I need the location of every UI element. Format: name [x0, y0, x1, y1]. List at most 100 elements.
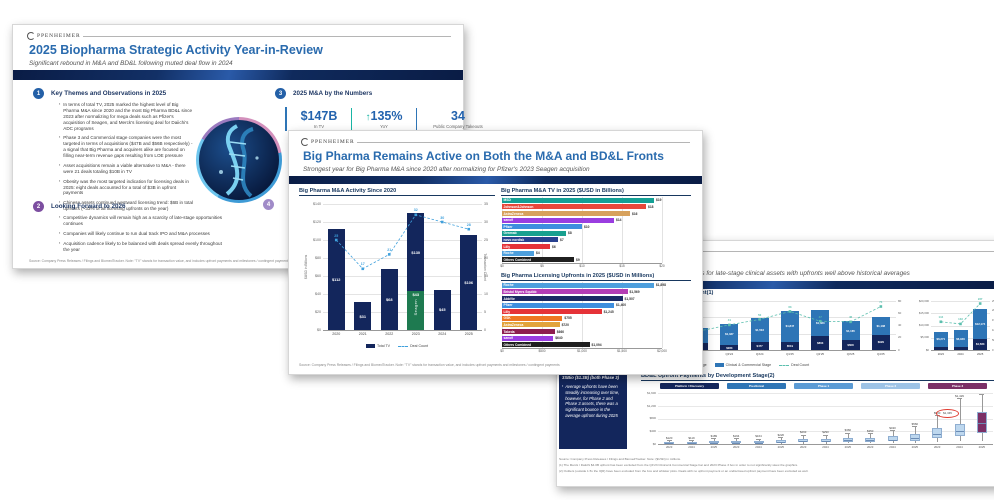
value-label: $720: [561, 322, 569, 327]
bar-value-label: $1,583: [815, 320, 825, 325]
ma-activity-chart: $0 $20 $40 $60 $80 $100 $120 $140 0 5 10 15 20 25 30 35…: [299, 197, 495, 343]
numbers-section-title: 2025 M&A by the Numbers: [293, 90, 373, 97]
gridline: [658, 405, 993, 407]
x-axis-tick: $1,500: [617, 349, 627, 353]
bar-sanofi: sanofi: [502, 217, 614, 223]
gridline: [662, 282, 663, 348]
bullet-text: Phase 3 and Commercial stage companies w…: [63, 135, 193, 158]
dna-helix-image: [196, 117, 282, 203]
company-label: Pfizer: [503, 224, 513, 229]
median-line: [665, 443, 674, 444]
value-label: $755: [564, 316, 572, 321]
year-label: 2023: [866, 445, 874, 450]
bullet-marker: ▪: [59, 162, 61, 167]
x-tick-label: Q2'25: [816, 351, 825, 356]
y-axis-tick: $120: [313, 219, 321, 224]
stat-separator: [416, 108, 417, 131]
bar-value-label: $45: [439, 307, 446, 313]
legend-item: Clinical & Commercial Stage: [714, 363, 771, 367]
company-label: sanofi: [503, 336, 514, 341]
header-rule: [626, 250, 994, 252]
value-label: $4: [536, 251, 540, 256]
gridline: [622, 197, 623, 263]
stat-label: YoY: [380, 124, 388, 129]
whisker: [736, 437, 737, 444]
x-tick-label: Q4'24: [755, 351, 764, 356]
bullet-marker: ▪: [59, 102, 61, 106]
gridline: [582, 282, 583, 348]
median-line: [910, 438, 919, 439]
median-line: [977, 423, 986, 424]
bar-segment: $106: [460, 234, 478, 330]
y2-axis-tick: 10: [484, 291, 488, 296]
bullet-text: Chinese assets continued westward licens…: [63, 200, 194, 212]
value-label: $1,507: [624, 296, 635, 301]
whisker-max-label: $120: [665, 435, 673, 440]
value-label: $6: [552, 244, 556, 249]
whisker-cap: [867, 432, 873, 434]
bar-value-label: $477: [756, 344, 763, 349]
company-label: MSD: [503, 198, 511, 203]
sidebar-fragment: 3SBio ($1.3B) (both Phase 3): [562, 375, 620, 380]
bar-value-label: $608: [847, 343, 854, 348]
year-label: 2023: [732, 445, 740, 450]
box: [887, 436, 898, 442]
bar-roche: Roche: [502, 250, 534, 256]
slide3-banner: [557, 281, 994, 289]
y-axis-tick: $0: [925, 347, 929, 352]
box: [708, 440, 719, 444]
value-label: $7: [560, 237, 564, 242]
stat-label: In TV: [313, 124, 325, 129]
y-axis-tick: $1,200: [647, 403, 656, 408]
y2-axis-tick: 100: [992, 328, 994, 332]
licensing-chart-title: Big Pharma Licensing Upfronts in 2025 ($…: [501, 273, 691, 281]
company-label: Johnson&Johnson: [503, 204, 534, 209]
bar-value-label: $283: [726, 345, 733, 350]
deal-count-label: 30: [440, 215, 445, 220]
slide1-source: Source: Company Press Releases / Filings…: [29, 259, 290, 263]
company-label: Lilly: [503, 244, 511, 249]
whisker-max-label: $430: [889, 425, 896, 430]
ma-activity-legend: Total TV Deal Count: [299, 344, 495, 348]
bar-value-label: $12,174: [975, 321, 986, 326]
section-number-4: 4: [263, 199, 274, 210]
stage-pill-preclinical: Preclinical: [727, 383, 786, 389]
gridline: [323, 204, 482, 205]
box: [664, 441, 675, 444]
sidebar-bullet-text: Average upfronts have been steadily incr…: [565, 384, 620, 418]
median-line: [933, 433, 942, 435]
bar-sanofi: sanofi: [502, 335, 554, 341]
bar-pfizer: Pfizer: [502, 224, 582, 230]
legend-item: Deal Count: [398, 344, 428, 348]
logo-o-icon: [301, 138, 309, 146]
year-label: 2025: [911, 445, 919, 450]
gridline: [323, 240, 482, 241]
whisker-cap: [957, 398, 962, 400]
x-axis-line: [931, 350, 990, 351]
x-tick-label: 2025: [464, 331, 473, 336]
y-axis-tick: $60: [315, 273, 321, 278]
company-label: Pfizer: [503, 303, 513, 308]
bullet-item: ▪ Asset acquisitions remain a viable alte…: [59, 163, 194, 175]
y2-axis-tick: 40: [898, 323, 902, 328]
y2-axis-title: Transaction Count: [483, 252, 487, 281]
deal-count-label: 71: [879, 300, 883, 304]
x-tick-label: Q1'25: [786, 351, 794, 356]
y-axis-tick: $0: [652, 441, 656, 446]
stat-cell: ↑135% YoY: [352, 107, 416, 131]
y2-axis-tick: 50: [992, 337, 994, 342]
whisker: [959, 398, 961, 442]
x-tick-label: Q4'25: [877, 351, 885, 356]
bar-segment: $6,946: [953, 330, 968, 348]
forward-section-title: Looking Forward to 2026: [51, 203, 126, 210]
value-label: $640: [555, 336, 563, 341]
y2-axis-tick: 0: [898, 347, 900, 352]
bullet-marker: ▪: [59, 215, 61, 219]
company-label: AstraZeneca: [503, 211, 524, 216]
bar-value-label: $1,503: [755, 327, 764, 332]
y-axis-tick: $20,000: [918, 298, 929, 303]
oppenheimer-logo: PPENHEIMER: [301, 138, 690, 146]
whisker-cap: [778, 436, 784, 438]
section-number-3: 3: [275, 88, 286, 99]
x-tick-label: 2023: [937, 351, 944, 356]
